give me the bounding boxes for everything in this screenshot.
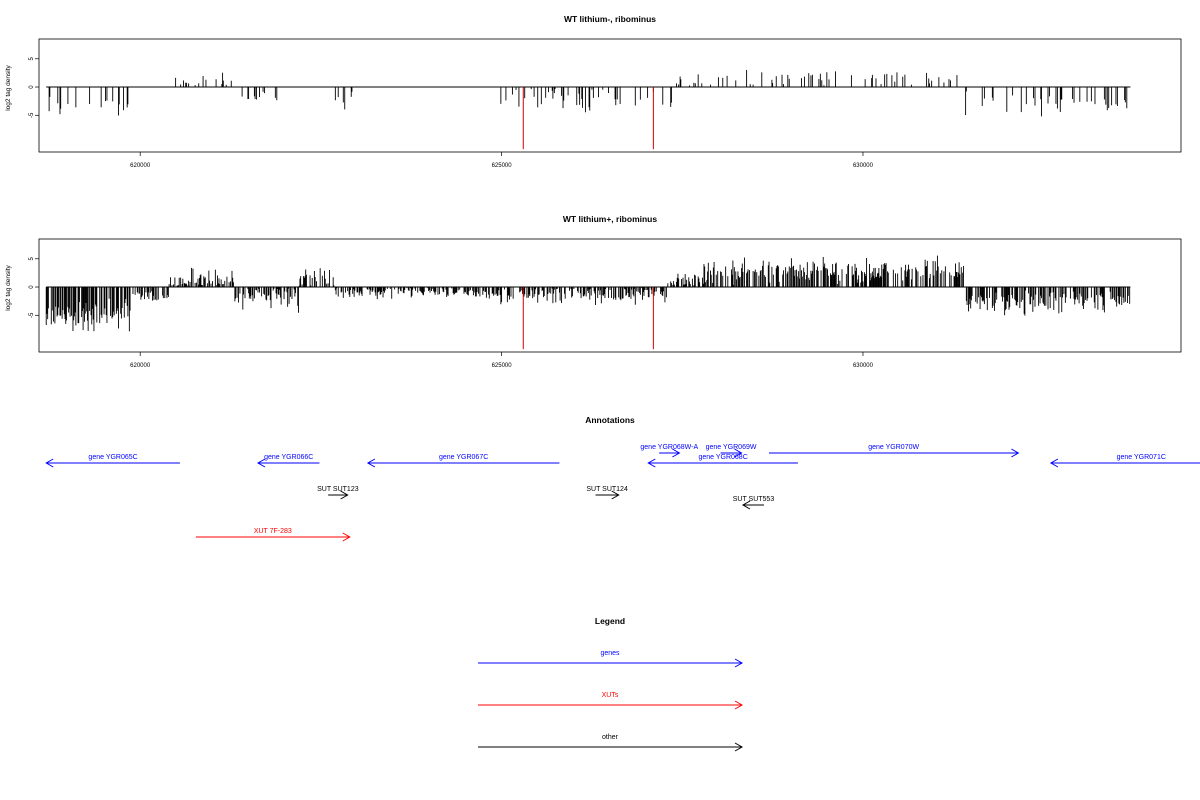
x-tick-label: 620000 (130, 363, 151, 369)
y-axis: -5 0 5 (29, 56, 39, 118)
xut-arrowhead (342, 532, 351, 542)
x-tick-label: 630000 (853, 363, 874, 369)
gene-arrowhead (734, 448, 743, 458)
y-tick-label: 0 (29, 85, 35, 89)
y-tick-label: 5 (29, 56, 35, 60)
sut-arrowhead (741, 500, 751, 510)
signal-bars (45, 255, 1131, 350)
legend-label: other (602, 734, 619, 741)
annotations-title: Annotations (585, 415, 635, 425)
x-axis: 620000 625000 630000 (130, 352, 874, 369)
gene-arrowhead (1011, 448, 1020, 458)
plot-frame (38, 38, 1182, 153)
gene-label: gene YGR071C (1117, 454, 1166, 461)
legend-label: XUTs (602, 692, 619, 699)
x-tick-label: 625000 (492, 163, 513, 169)
sut-label: SUT SUT553 (733, 496, 775, 503)
gene-label: gene YGR069W (706, 444, 757, 451)
plot-frame (38, 238, 1182, 353)
signal-bars (46, 69, 1131, 150)
gene-arrowhead (647, 458, 656, 468)
gene-label: gene YGR070W (868, 444, 919, 451)
y-tick-label: -5 (29, 312, 35, 318)
panel-lithium-plus: WT lithium+, ribominus log2 tag density … (5, 214, 1182, 369)
gene-label: gene YGR065C (88, 454, 137, 461)
panel-title: WT lithium+, ribominus (563, 214, 657, 224)
annotations-panel: Annotations gene YGR065C gene YGR066C gene… (45, 415, 1200, 542)
legend-title: Legend (595, 616, 625, 626)
legend-arrowhead (734, 700, 744, 710)
gene-arrowhead (366, 458, 376, 468)
panel-lithium-minus: WT lithium-, ribominus log2 tag density … (5, 14, 1182, 169)
gene-label: gene YGR068W-A (640, 444, 698, 451)
y-axis-label: log2 tag density (5, 64, 12, 110)
sut-label: SUT SUT124 (586, 486, 628, 493)
legend-arrowhead (734, 658, 744, 668)
y-axis: -5 0 5 (29, 256, 39, 318)
annotation-features: gene YGR065C gene YGR066C gene YGR067C gene… (45, 444, 1200, 542)
x-tick-label: 620000 (130, 163, 151, 169)
y-tick-label: 0 (29, 285, 35, 289)
gene-arrowhead (1049, 458, 1059, 468)
gene-arrowhead (45, 458, 54, 468)
legend-arrowhead (734, 742, 744, 752)
y-tick-label: -5 (29, 112, 35, 118)
sut-arrowhead (611, 490, 620, 500)
gene-label: gene YGR067C (439, 454, 488, 461)
legend-label: genes (600, 650, 620, 657)
sut-arrowhead (340, 490, 349, 500)
xut-label: XUT 7F-283 (254, 528, 292, 535)
x-tick-label: 625000 (492, 363, 513, 369)
panel-title: WT lithium-, ribominus (564, 14, 656, 24)
gene-arrowhead (672, 448, 681, 458)
x-axis: 620000 625000 630000 (130, 152, 874, 169)
gene-label: gene YGR068C (698, 454, 747, 461)
y-axis-label: log2 tag density (5, 264, 12, 310)
gene-arrowhead (256, 458, 266, 468)
legend-items: genes XUTs other (478, 650, 744, 752)
x-tick-label: 630000 (853, 163, 874, 169)
y-tick-label: 5 (29, 256, 35, 260)
sut-label: SUT SUT123 (317, 486, 359, 493)
legend: Legend genes XUTs other (478, 616, 744, 752)
gene-label: gene YGR066C (264, 454, 313, 461)
